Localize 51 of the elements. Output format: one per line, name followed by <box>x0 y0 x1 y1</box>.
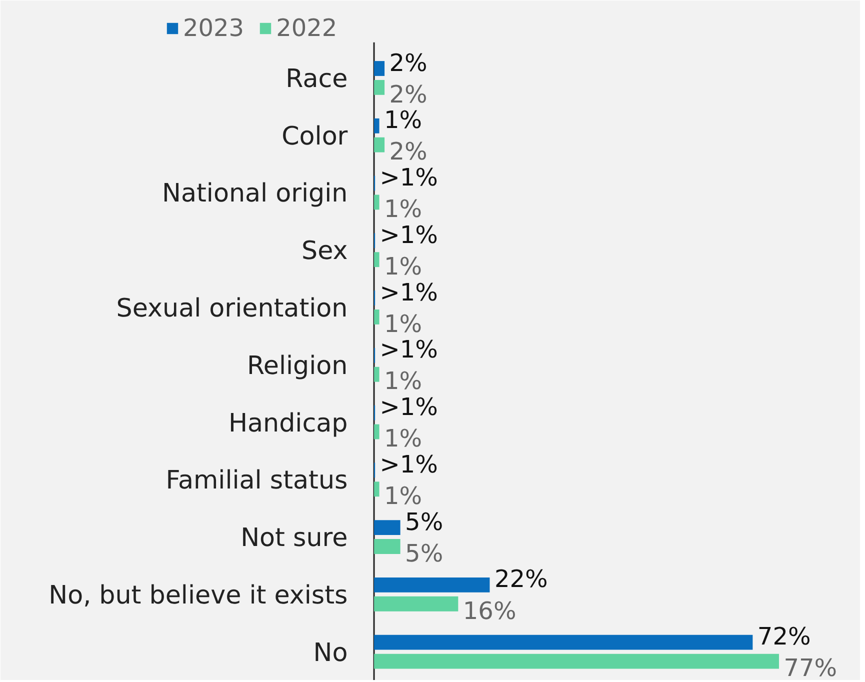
data-label: 72% <box>757 622 811 651</box>
y-tick-label: Religion <box>246 350 348 380</box>
bar <box>374 366 380 382</box>
data-label: 77% <box>784 654 838 682</box>
bar <box>374 424 380 440</box>
data-label: 16% <box>462 596 516 625</box>
data-label: >1% <box>380 164 438 192</box>
bar <box>374 80 385 95</box>
legend-label: 2023 <box>183 14 244 42</box>
data-label: 1% <box>384 367 422 396</box>
bar <box>374 118 380 134</box>
bar <box>374 634 753 650</box>
data-label: >1% <box>380 336 438 364</box>
bar <box>374 654 779 669</box>
data-label: 1% <box>384 424 422 453</box>
data-label: 2% <box>389 138 428 166</box>
bar <box>374 520 400 536</box>
data-label: 1% <box>384 195 422 224</box>
bar <box>374 61 385 76</box>
y-tick-label: Color <box>282 120 348 150</box>
data-label: 2% <box>389 48 428 77</box>
y-tick-label: Not sure <box>240 522 348 552</box>
bar <box>374 577 490 592</box>
data-label: 5% <box>405 539 444 568</box>
data-label: 1% <box>384 106 422 134</box>
y-tick-label: Race <box>286 62 348 93</box>
y-tick-label: Handicap <box>228 407 348 438</box>
data-label: 2% <box>389 80 428 108</box>
bar <box>374 252 380 268</box>
data-label: >1% <box>380 393 438 422</box>
bar <box>374 194 380 210</box>
y-tick-label: Sex <box>302 235 348 266</box>
y-tick-label: National origin <box>162 178 348 208</box>
data-label: >1% <box>380 450 438 478</box>
bar <box>374 596 458 612</box>
bar <box>374 539 400 554</box>
y-tick-label: No, but believe it exists <box>48 579 348 610</box>
y-tick-label: No <box>313 636 348 667</box>
data-label: 1% <box>384 482 422 510</box>
legend-label: 2022 <box>276 14 338 42</box>
y-tick-label: Sexual orientation <box>116 292 348 323</box>
bar <box>374 482 380 497</box>
data-label: >1% <box>380 278 438 306</box>
data-label: 1% <box>384 310 422 338</box>
bar <box>374 310 380 324</box>
data-label: 5% <box>405 508 444 536</box>
y-tick-label: Familial status <box>166 464 348 495</box>
bar <box>374 137 385 152</box>
data-label: >1% <box>380 220 438 249</box>
data-label: 1% <box>384 252 422 280</box>
data-label: 22% <box>494 565 548 594</box>
